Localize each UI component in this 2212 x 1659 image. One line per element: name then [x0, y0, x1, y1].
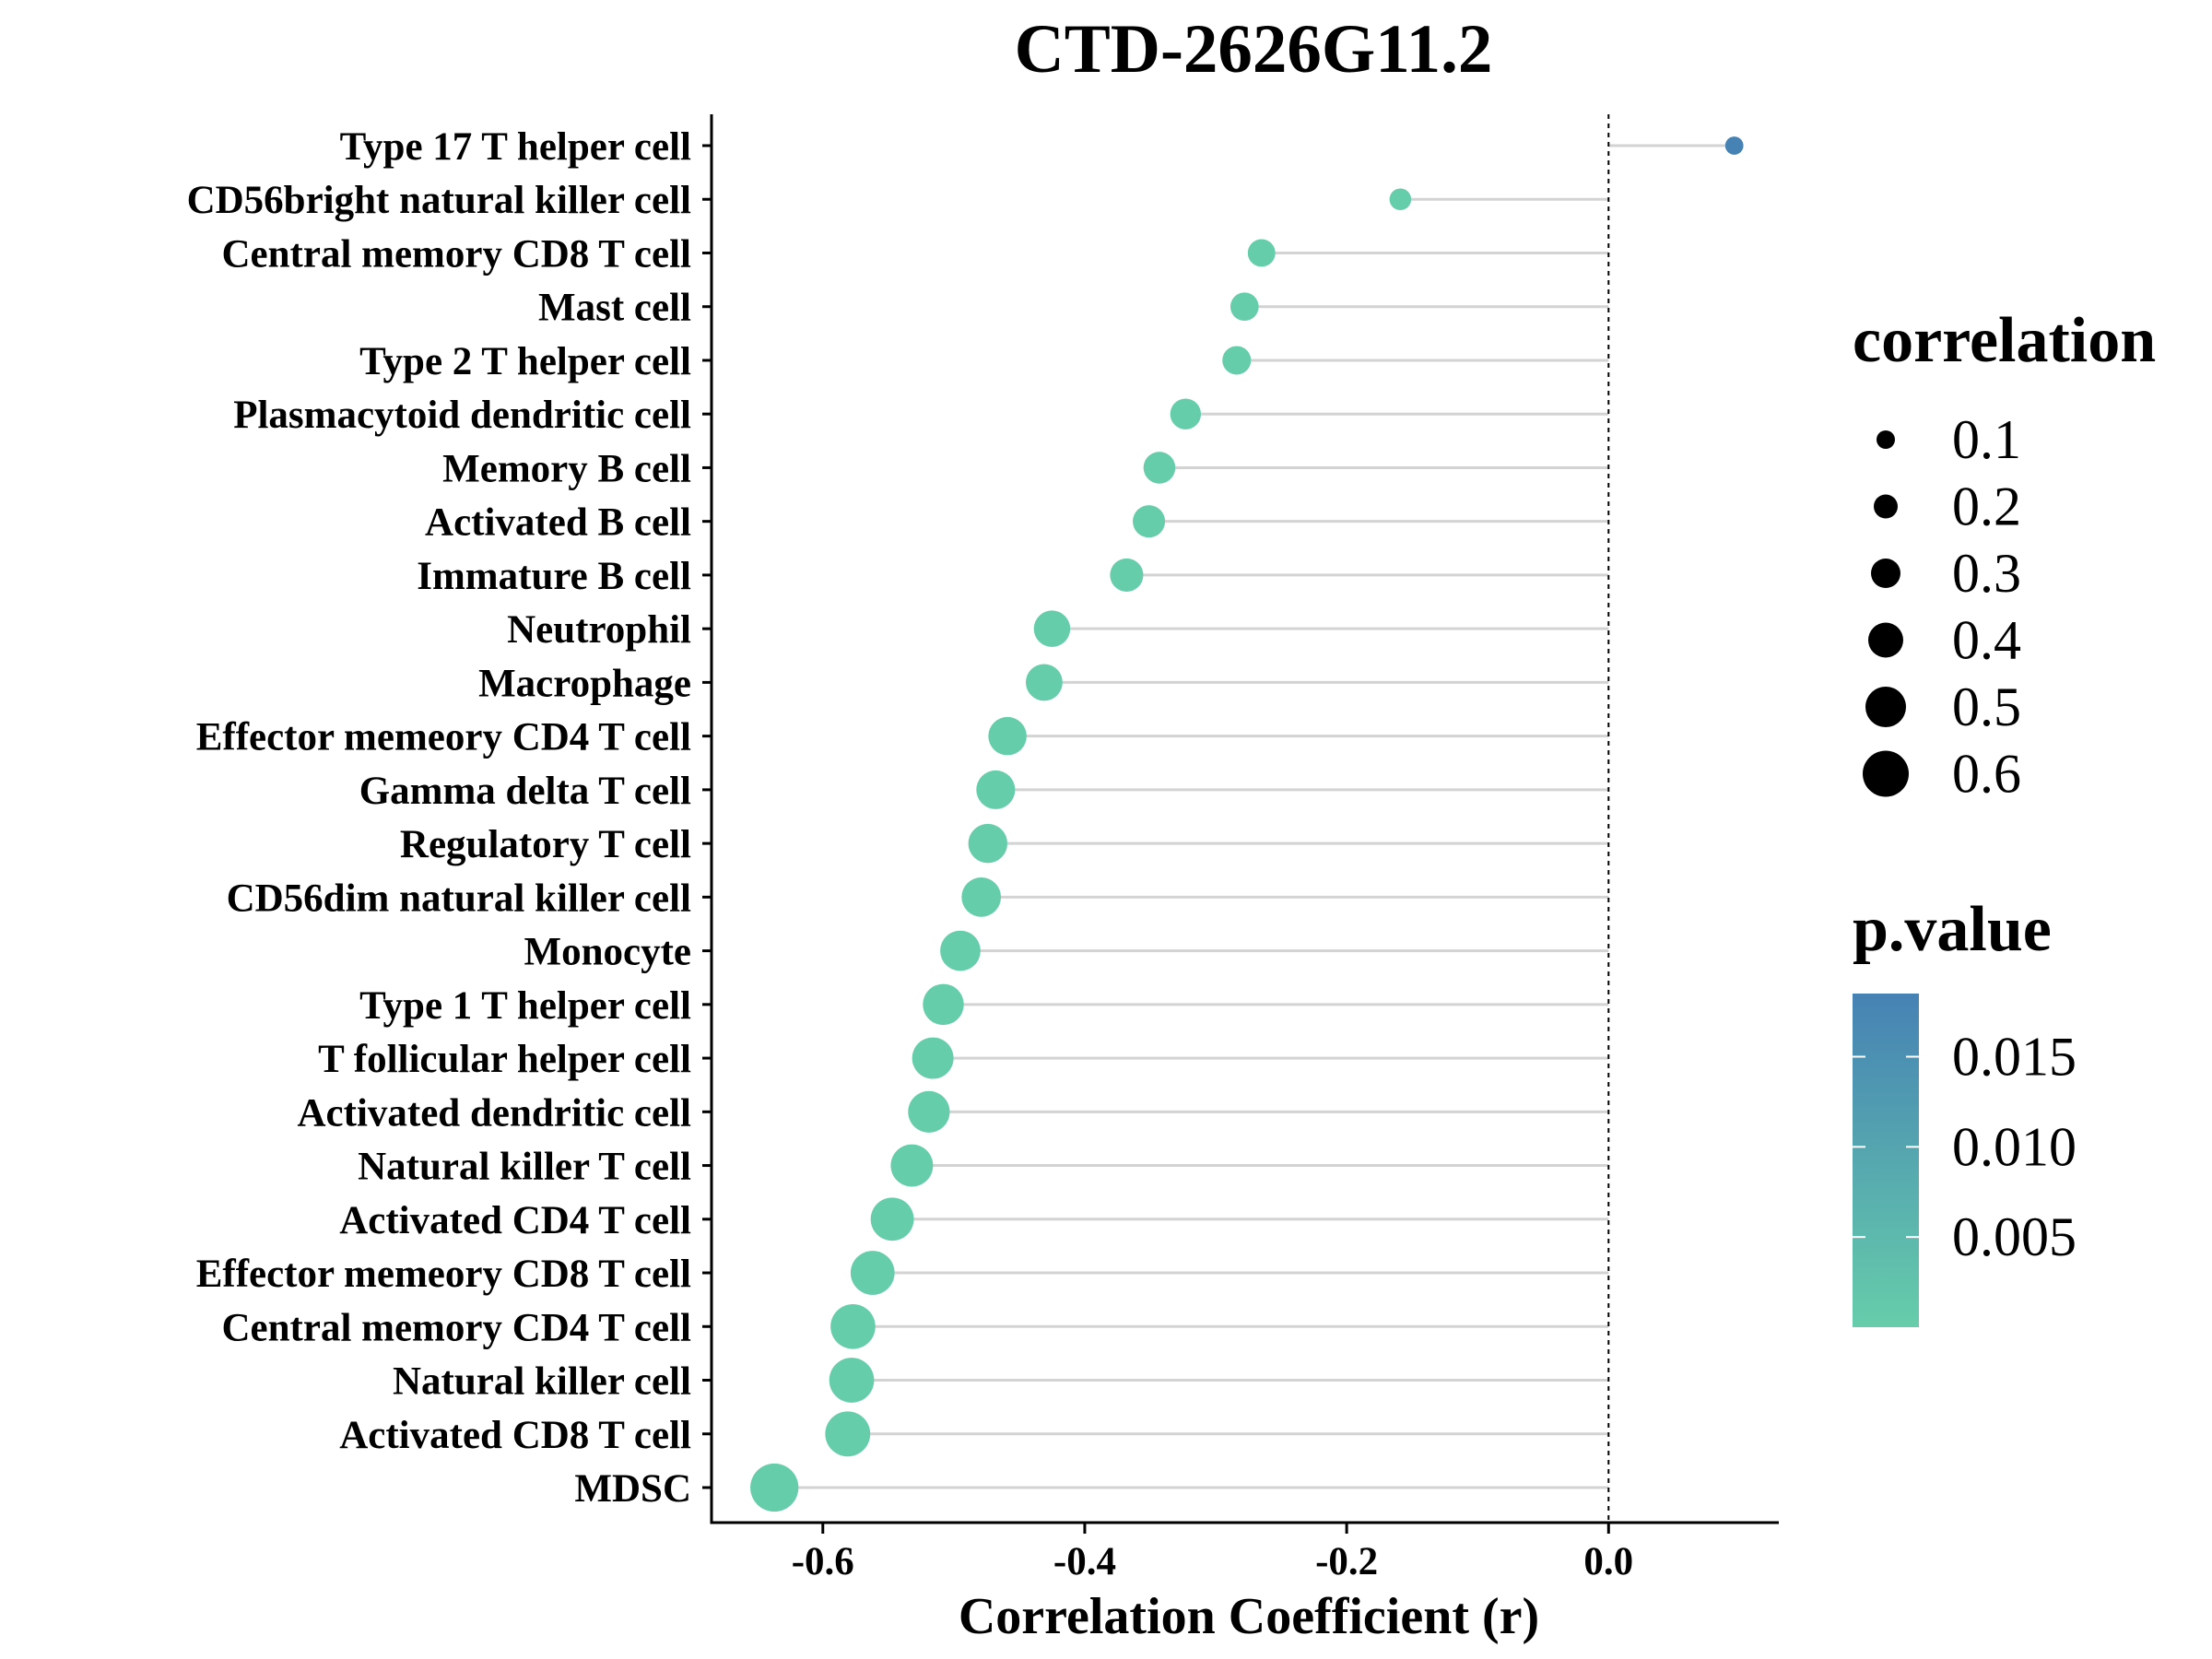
y-tick-label: Monocyte	[524, 931, 692, 974]
x-tick-label: -0.4	[1053, 1540, 1116, 1583]
color-legend-label: 0.015	[1952, 1026, 2077, 1087]
color-legend-label: 0.005	[1952, 1206, 2077, 1267]
size-legend-key	[1868, 622, 1903, 658]
lollipop-point	[830, 1303, 876, 1349]
size-legend: correlation 0.1 0.20.30.40.5 0.6	[1853, 305, 2156, 805]
lollipop-point	[1143, 452, 1176, 484]
lollipop-point	[940, 930, 981, 971]
lollipop-point	[1025, 664, 1063, 701]
color-legend-label: 0.010	[1952, 1116, 2077, 1177]
color-legend: p.value 0.005 0.010 0.015	[1853, 894, 2077, 1327]
y-tick-label: CD56dim natural killer cell	[227, 877, 691, 920]
y-tick-label: Activated dendritic cell	[297, 1091, 691, 1135]
lollipop-point	[1222, 346, 1252, 375]
y-tick-label: Activated B cell	[425, 501, 691, 545]
color-legend-gradient-bar	[1853, 994, 1919, 1327]
size-legend-label: 0.2	[1952, 477, 2021, 537]
lollipop-point	[829, 1358, 875, 1403]
lollipop-point	[1110, 558, 1144, 592]
color-legend-title: p.value	[1853, 894, 2052, 965]
size-legend-label: 0.5	[1952, 677, 2021, 737]
y-tick-label: Regulatory T cell	[400, 823, 691, 866]
size-legend-label: 0.1	[1952, 409, 2021, 470]
y-tick-label: Natural killer cell	[393, 1360, 691, 1404]
y-tick-label: Central memory CD4 T cell	[221, 1306, 691, 1349]
y-tick-label: Effector memeory CD4 T cell	[196, 716, 691, 759]
lollipop-point	[750, 1463, 799, 1512]
lollipop-point	[890, 1144, 934, 1187]
lollipop-point	[912, 1037, 954, 1079]
x-tick-label: 0.0	[1583, 1540, 1633, 1583]
y-tick-label: Type 2 T helper cell	[359, 340, 691, 383]
y-tick-label: Gamma delta T cell	[359, 770, 691, 813]
lollipop-point	[1170, 398, 1202, 429]
y-tick-label: Natural killer T cell	[358, 1146, 691, 1189]
lollipop-point	[1389, 188, 1412, 211]
lollipop-point	[908, 1090, 950, 1133]
lollipop-point	[961, 877, 1002, 917]
y-tick-label: Activated CD8 T cell	[339, 1414, 691, 1457]
lollipop-points	[750, 136, 1744, 1512]
y-tick-label: Mast cell	[538, 287, 691, 330]
lollipop-sticks	[774, 144, 1735, 1489]
x-axis-label: Correlation Coefficient (r)	[959, 1588, 1539, 1645]
size-legend-key	[1874, 494, 1898, 519]
lollipop-point	[1133, 505, 1166, 538]
y-tick-label: Activated CD4 T cell	[339, 1199, 691, 1242]
lollipop-point	[850, 1251, 895, 1295]
lollipop-point	[968, 823, 1008, 864]
y-tick-label: Type 1 T helper cell	[359, 984, 691, 1028]
y-tick-label: Type 17 T helper cell	[340, 125, 691, 169]
lollipop-point	[870, 1197, 914, 1241]
lollipop-point	[923, 983, 964, 1026]
x-axis-ticks: -0.6 -0.4 -0.2 0.0	[792, 1523, 1633, 1583]
x-tick-label: -0.2	[1315, 1540, 1378, 1583]
y-tick-label: CD56bright natural killer cell	[187, 179, 691, 222]
chart-title: CTD-2626G11.2	[1015, 11, 1493, 88]
y-tick-label: Effector memeory CD8 T cell	[196, 1253, 691, 1296]
size-legend-label: 0.6	[1952, 744, 2021, 805]
lollipop-point	[988, 716, 1027, 756]
y-tick-label: T follicular helper cell	[318, 1038, 691, 1081]
y-axis-ticks: Type 17 T helper cell CD56bright natural …	[187, 125, 712, 1511]
size-legend-title: correlation	[1853, 305, 2156, 376]
lollipop-point	[825, 1411, 871, 1457]
size-legend-key	[1871, 559, 1900, 588]
x-tick-label: -0.6	[792, 1540, 854, 1583]
lollipop-point	[1247, 239, 1276, 267]
y-tick-label: Memory B cell	[442, 447, 691, 490]
y-tick-label: Plasmacytoid dendritic cell	[233, 394, 691, 437]
lollipop-point	[1724, 136, 1744, 155]
lollipop-point	[1230, 292, 1259, 322]
size-legend-key	[1877, 430, 1895, 449]
size-legend-key	[1865, 687, 1906, 727]
size-legend-label: 0.4	[1952, 610, 2021, 671]
y-tick-label: Immature B cell	[417, 555, 691, 598]
size-legend-key	[1863, 750, 1909, 797]
lollipop-point	[1033, 610, 1071, 647]
y-tick-label: Macrophage	[478, 662, 691, 705]
size-legend-label: 0.3	[1952, 543, 2021, 604]
y-tick-label: MDSC	[574, 1467, 691, 1511]
lollipop-point	[976, 770, 1016, 809]
y-tick-label: Neutrophil	[507, 608, 691, 652]
y-tick-label: Central memory CD8 T cell	[221, 232, 691, 276]
